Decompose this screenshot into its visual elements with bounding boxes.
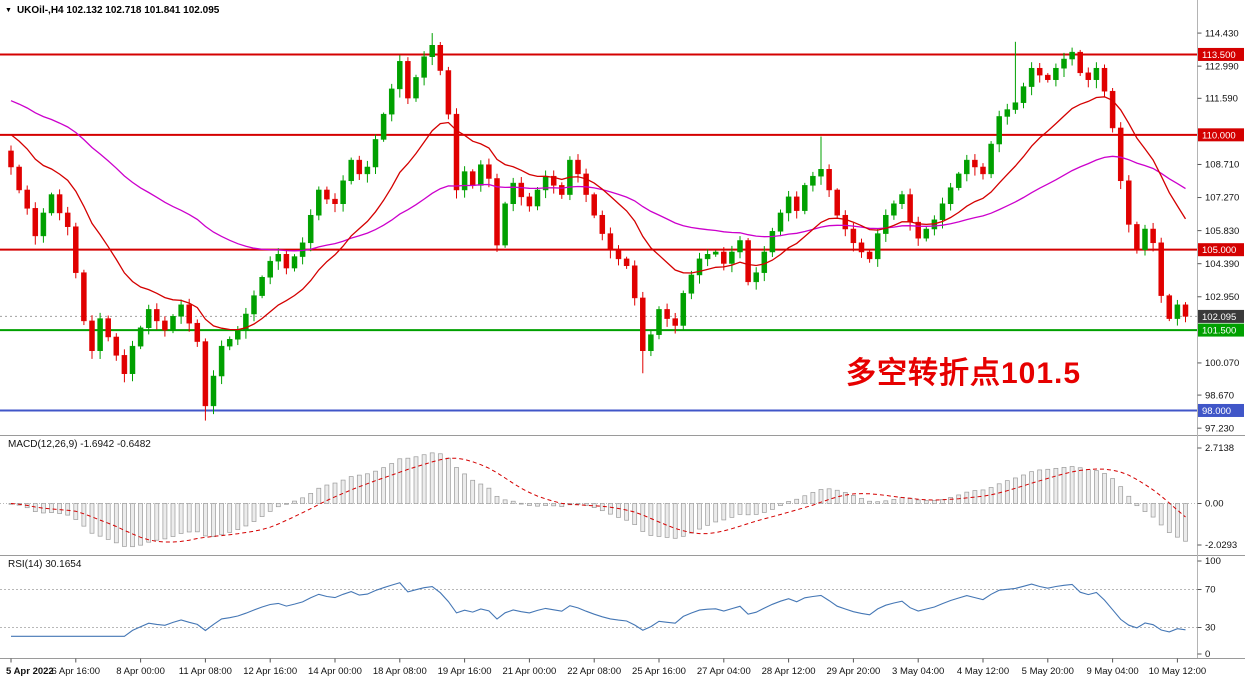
symbol-ohlc-text: UKOil-,H4 102.132 102.718 101.841 102.09… [16, 5, 220, 16]
svg-text:6 Apr 16:00: 6 Apr 16:00 [51, 666, 100, 677]
svg-text:70: 70 [1205, 585, 1216, 596]
svg-text:5 May 20:00: 5 May 20:00 [1022, 666, 1074, 677]
price-badge [1198, 323, 1244, 337]
svg-text:107.270: 107.270 [1205, 193, 1239, 204]
svg-text:-2.0293: -2.0293 [1205, 540, 1237, 551]
rsi-indicator-label: RSI(14) 30.1654 [8, 559, 82, 570]
svg-text:104.390: 104.390 [1205, 259, 1239, 270]
svg-text:111.590: 111.590 [1205, 94, 1238, 105]
svg-text:108.710: 108.710 [1205, 160, 1239, 171]
svg-text:98.670: 98.670 [1205, 390, 1234, 401]
svg-text:100: 100 [1205, 556, 1221, 567]
candles-layer [8, 33, 1189, 421]
price-badge [1198, 128, 1244, 142]
svg-text:8 Apr 00:00: 8 Apr 00:00 [116, 666, 165, 677]
symbol-dropdown-icon[interactable]: ▼ [5, 6, 12, 14]
ma-fast-line [10, 96, 1187, 331]
svg-text:30: 30 [1205, 623, 1216, 634]
macd-indicator-label: MACD(12,26,9) -1.6942 -0.6482 [8, 439, 151, 450]
svg-text:25 Apr 16:00: 25 Apr 16:00 [632, 666, 686, 677]
price-badge [1198, 47, 1244, 61]
chart-annotation: 多空转折点101.5 [846, 357, 1082, 390]
macd-axis[interactable]: 2.7138 0.00 -2.0293 [1197, 443, 1238, 551]
price-axis[interactable]: 114.430 112.990 111.590 108.710 107.270 105.8… [1197, 28, 1245, 434]
svg-text:0: 0 [1205, 649, 1210, 660]
svg-text:102.095: 102.095 [1202, 312, 1236, 323]
svg-text:98.000: 98.000 [1202, 406, 1231, 417]
svg-text:113.500: 113.500 [1202, 50, 1236, 61]
chart-header: ▼ UKOil-,H4 102.132 102.718 101.841 102.… [5, 5, 219, 16]
svg-text:114.430: 114.430 [1205, 28, 1239, 39]
svg-text:19 Apr 16:00: 19 Apr 16:00 [438, 666, 492, 677]
rsi-line [11, 582, 1186, 637]
svg-text:9 May 04:00: 9 May 04:00 [1086, 666, 1138, 677]
price-badge [1198, 243, 1244, 257]
svg-text:105.830: 105.830 [1205, 226, 1239, 237]
macd-signal-line [10, 457, 1186, 543]
price-badge [1198, 403, 1244, 417]
svg-text:105.000: 105.000 [1202, 245, 1236, 256]
svg-text:101.500: 101.500 [1202, 326, 1236, 337]
macd-histogram [8, 452, 1188, 548]
svg-text:5 Apr 2022: 5 Apr 2022 [6, 666, 54, 677]
svg-text:112.990: 112.990 [1205, 61, 1239, 72]
svg-text:22 Apr 08:00: 22 Apr 08:00 [567, 666, 621, 677]
svg-text:12 Apr 16:00: 12 Apr 16:00 [243, 666, 297, 677]
svg-text:110.000: 110.000 [1202, 130, 1236, 141]
svg-text:14 Apr 00:00: 14 Apr 00:00 [308, 666, 362, 677]
svg-text:4 May 12:00: 4 May 12:00 [957, 666, 1009, 677]
svg-text:18 Apr 08:00: 18 Apr 08:00 [373, 666, 427, 677]
svg-text:102.950: 102.950 [1205, 292, 1239, 303]
svg-text:97.230: 97.230 [1205, 423, 1234, 434]
svg-text:29 Apr 20:00: 29 Apr 20:00 [826, 666, 880, 677]
svg-text:100.070: 100.070 [1205, 358, 1239, 369]
svg-text:21 Apr 00:00: 21 Apr 00:00 [502, 666, 556, 677]
svg-text:0.00: 0.00 [1205, 499, 1224, 510]
svg-text:10 May 12:00: 10 May 12:00 [1149, 666, 1207, 677]
ma-slow-line [10, 100, 1186, 252]
svg-text:3 May 04:00: 3 May 04:00 [892, 666, 944, 677]
svg-text:2.7138: 2.7138 [1205, 443, 1234, 454]
svg-text:11 Apr 08:00: 11 Apr 08:00 [179, 666, 232, 677]
price-badge [1198, 309, 1244, 323]
svg-text:27 Apr 04:00: 27 Apr 04:00 [697, 666, 751, 677]
rsi-axis[interactable]: 100 70 30 0 [1197, 556, 1221, 660]
svg-text:28 Apr 12:00: 28 Apr 12:00 [762, 666, 816, 677]
